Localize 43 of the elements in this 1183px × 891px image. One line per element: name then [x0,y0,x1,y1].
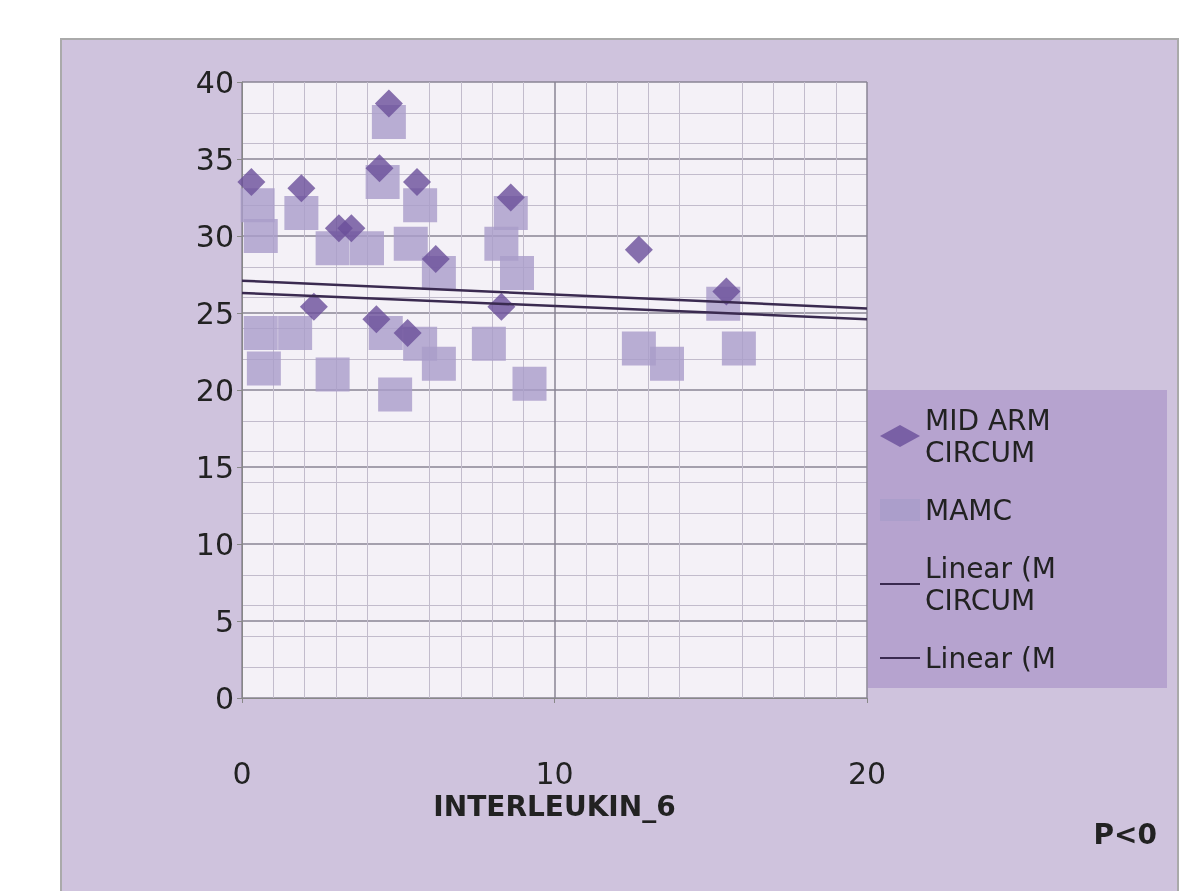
point [471,326,506,361]
y-tick-label: 40 [195,64,234,100]
y-tick-label: 15 [195,449,234,485]
y-tick-label: 25 [195,295,234,331]
point [624,235,653,264]
y-tick-label: 5 [214,603,234,639]
point [421,346,456,381]
point [650,346,684,381]
point [512,366,547,401]
point [284,195,319,230]
point [721,331,756,366]
point [621,331,656,366]
y-tick-label: 0 [214,680,234,716]
x-tick-label: 10 [535,755,574,791]
y-tick-label: 10 [195,526,234,562]
point [315,357,350,392]
point [337,214,366,243]
point [496,183,525,212]
y-tick-label: 20 [195,372,234,408]
point [350,231,384,266]
point [287,174,316,203]
legend-label: Linear (M CIRCUM [925,551,1065,617]
legend-label: Linear (M [925,641,1057,675]
point [500,255,534,290]
point [378,377,413,412]
point [393,226,428,261]
point [403,188,438,223]
point [403,168,431,197]
legend-label: MID ARM CIRCUM [925,403,1060,469]
x-axis-title: INTERLEUKIN_6 [433,790,676,824]
point [299,292,328,321]
point [237,168,266,197]
y-tick-label: 35 [195,141,234,177]
point [243,219,278,253]
point [278,316,313,351]
point [484,226,519,261]
legend-label: MAMC [925,493,1013,527]
point [243,316,278,351]
point [374,89,403,118]
point [246,351,281,386]
y-tick-label: 30 [195,218,234,254]
x-tick-label: 20 [847,755,887,791]
text: P<0 [1093,817,1157,851]
